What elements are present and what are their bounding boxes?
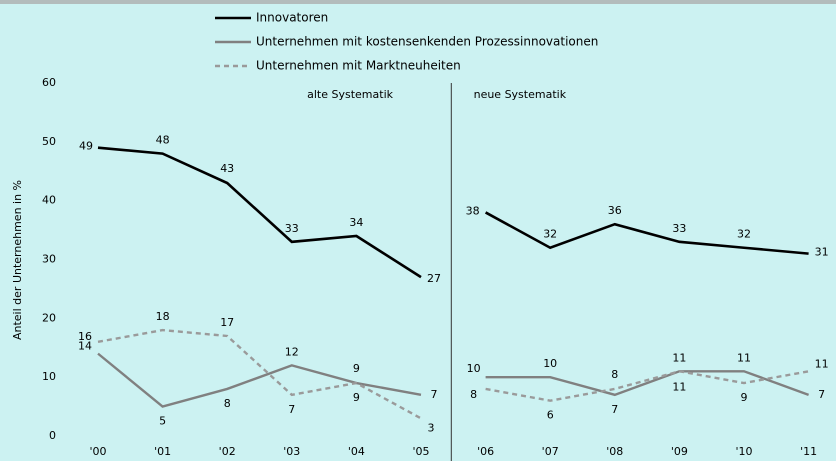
legend-label: Unternehmen mit Marktneuheiten [256,59,461,73]
data-label: 9 [353,362,360,375]
y-tick-label: 20 [42,311,56,324]
y-tick-label: 10 [42,370,56,383]
group-label: alte Systematik [307,88,394,101]
data-label: 33 [672,222,686,235]
x-tick-label: '07 [542,445,559,458]
data-label: 7 [431,388,438,401]
x-tick-label: '06 [477,445,494,458]
x-tick-label: '09 [671,445,688,458]
x-tick-label: '02 [219,445,236,458]
y-tick-label: 0 [49,429,56,442]
data-label: 7 [818,388,825,401]
data-label: 9 [741,391,748,404]
data-label: 11 [815,357,829,370]
data-label: 36 [608,204,622,217]
data-label: 38 [466,204,480,217]
data-label: 8 [224,397,231,410]
data-label: 11 [672,351,686,364]
x-tick-label: '04 [348,445,365,458]
data-label: 3 [428,421,435,434]
x-tick-label: '03 [283,445,300,458]
data-label: 12 [285,345,299,358]
data-label: 10 [543,357,557,370]
y-tick-label: 60 [42,76,56,89]
data-label: 43 [220,162,234,175]
data-label: 8 [611,368,618,381]
top-strip [0,0,836,4]
data-label: 7 [611,403,618,416]
data-label: 48 [156,134,170,147]
data-label: 31 [815,246,829,259]
data-label: 17 [220,316,234,329]
group-label: neue Systematik [474,88,567,101]
y-tick-label: 30 [42,253,56,266]
data-label: 6 [547,409,554,422]
x-tick-label: '01 [154,445,171,458]
data-label: 11 [672,380,686,393]
data-label: 18 [156,310,170,323]
data-label: 7 [288,403,295,416]
data-label: 9 [353,391,360,404]
x-tick-label: '00 [89,445,106,458]
series-line [97,328,422,420]
series-line [485,370,810,397]
data-label: 32 [737,228,751,241]
y-axis-label: Anteil der Unternehmen in % [11,180,24,340]
y-tick-label: 40 [42,194,56,207]
x-tick-label: '05 [412,445,429,458]
data-label: 8 [470,388,477,401]
x-tick-label: '10 [735,445,752,458]
data-label: 11 [737,351,751,364]
data-label: 10 [467,362,481,375]
x-tick-label: '08 [606,445,623,458]
series-line [484,211,809,255]
data-label: 14 [78,340,92,353]
data-label: 49 [79,140,93,153]
series-line [97,352,422,408]
data-label: 32 [543,228,557,241]
data-label: 33 [285,222,299,235]
legend-label: Unternehmen mit kostensenkenden Prozessi… [256,35,598,49]
series-line [97,146,422,279]
data-label: 34 [349,216,363,229]
legend-label: Innovatoren [256,11,328,25]
series-line [485,370,809,402]
y-tick-label: 50 [42,135,56,148]
data-label: 27 [427,272,441,285]
x-tick-label: '11 [800,445,817,458]
data-label: 5 [159,415,166,428]
data-label: 16 [78,330,92,343]
